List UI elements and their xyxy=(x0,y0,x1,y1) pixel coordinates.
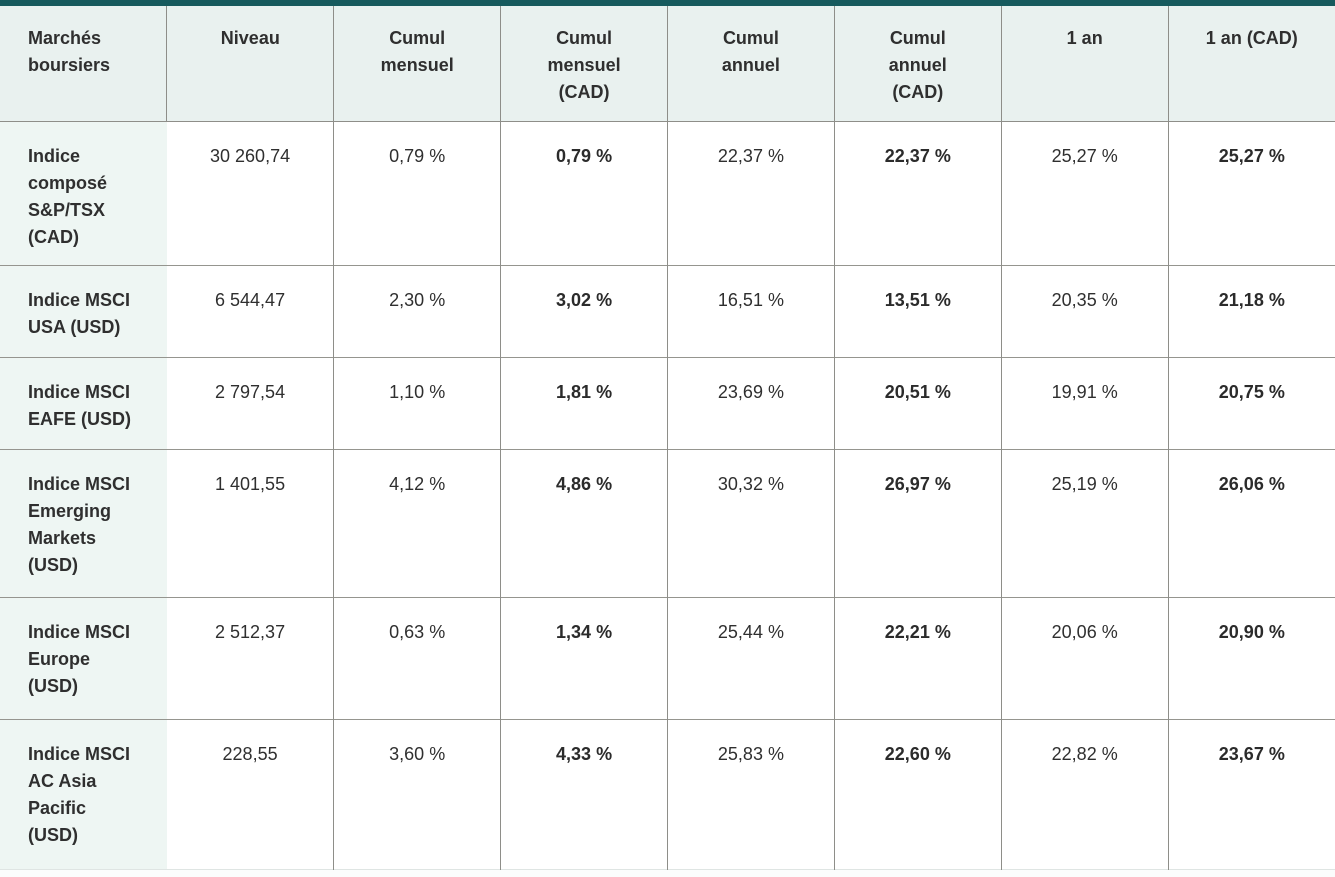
header-row: Marchés boursiers Niveau Cumul mensuel C… xyxy=(0,3,1335,122)
cell-1an: 22,82 % xyxy=(1001,718,1169,869)
row-label: Indice MSCI AC Asia Pacific (USD) xyxy=(0,718,167,869)
cell-cumul-annuel: 25,83 % xyxy=(667,718,835,869)
cell-cumul-annuel: 25,44 % xyxy=(667,596,835,719)
cell-cumul-annuel-cad: 20,51 % xyxy=(834,356,1002,449)
cell-cumul-mensuel: 1,10 % xyxy=(333,356,502,449)
cell-cumul-mensuel: 4,12 % xyxy=(333,448,502,597)
cell-1an: 20,06 % xyxy=(1001,596,1169,719)
column-header-cumul-mensuel: Cumul mensuel xyxy=(333,3,502,122)
column-header-1an: 1 an xyxy=(1001,3,1169,122)
table-row-msci-eafe: Indice MSCI EAFE (USD) 2 797,54 1,10 % 1… xyxy=(0,356,1335,449)
cell-1an: 20,35 % xyxy=(1001,264,1169,357)
cell-1an-cad: 23,67 % xyxy=(1168,718,1335,869)
cell-1an-cad: 20,75 % xyxy=(1168,356,1335,449)
column-header-cumul-mensuel-cad: Cumul mensuel (CAD) xyxy=(500,3,668,122)
cell-cumul-mensuel-cad: 4,33 % xyxy=(500,718,668,869)
cell-cumul-mensuel: 3,60 % xyxy=(333,718,502,869)
column-header-marches-boursiers: Marchés boursiers xyxy=(0,3,168,122)
cell-cumul-annuel: 16,51 % xyxy=(667,264,835,357)
cell-cumul-mensuel: 0,79 % xyxy=(333,120,502,265)
cell-niveau: 228,55 xyxy=(166,718,335,869)
cell-cumul-annuel-cad: 22,21 % xyxy=(834,596,1002,719)
column-header-cumul-annuel: Cumul annuel xyxy=(667,3,835,122)
row-label: Indice MSCI Europe (USD) xyxy=(0,596,167,719)
cell-cumul-annuel: 22,37 % xyxy=(667,120,835,265)
cell-niveau: 30 260,74 xyxy=(166,120,335,265)
row-label: Indice MSCI USA (USD) xyxy=(0,264,167,357)
cell-cumul-mensuel-cad: 4,86 % xyxy=(500,448,668,597)
cell-1an-cad: 20,90 % xyxy=(1168,596,1335,719)
column-header-1an-cad: 1 an (CAD) xyxy=(1168,3,1335,122)
table-row-sptsx: Indice composé S&P/TSX (CAD) 30 260,74 0… xyxy=(0,120,1335,265)
table-row-msci-emerging: Indice MSCI Emerging Markets (USD) 1 401… xyxy=(0,448,1335,597)
table-row-msci-usa: Indice MSCI USA (USD) 6 544,47 2,30 % 3,… xyxy=(0,264,1335,357)
row-label: Indice MSCI EAFE (USD) xyxy=(0,356,167,449)
cell-cumul-mensuel: 2,30 % xyxy=(333,264,502,357)
cell-1an: 25,27 % xyxy=(1001,120,1169,265)
cell-cumul-annuel-cad: 22,60 % xyxy=(834,718,1002,869)
cell-cumul-mensuel-cad: 3,02 % xyxy=(500,264,668,357)
cell-cumul-mensuel-cad: 1,34 % xyxy=(500,596,668,719)
cell-niveau: 6 544,47 xyxy=(166,264,335,357)
column-header-niveau: Niveau xyxy=(166,3,335,122)
cell-niveau: 2 512,37 xyxy=(166,596,335,719)
table-row-msci-asia-pacific: Indice MSCI AC Asia Pacific (USD) 228,55… xyxy=(0,718,1335,869)
cell-cumul-annuel: 30,32 % xyxy=(667,448,835,597)
cell-1an: 19,91 % xyxy=(1001,356,1169,449)
cell-cumul-annuel-cad: 22,37 % xyxy=(834,120,1002,265)
cell-1an-cad: 26,06 % xyxy=(1168,448,1335,597)
cell-1an: 25,19 % xyxy=(1001,448,1169,597)
cell-cumul-annuel-cad: 13,51 % xyxy=(834,264,1002,357)
cell-1an-cad: 25,27 % xyxy=(1168,120,1335,265)
cell-cumul-mensuel-cad: 0,79 % xyxy=(500,120,668,265)
cell-cumul-annuel-cad: 26,97 % xyxy=(834,448,1002,597)
cell-cumul-annuel: 23,69 % xyxy=(667,356,835,449)
cell-niveau: 1 401,55 xyxy=(166,448,335,597)
table-row-msci-europe: Indice MSCI Europe (USD) 2 512,37 0,63 %… xyxy=(0,596,1335,719)
cell-niveau: 2 797,54 xyxy=(166,356,335,449)
row-label: Indice composé S&P/TSX (CAD) xyxy=(0,120,167,265)
cell-cumul-mensuel: 0,63 % xyxy=(333,596,502,719)
cell-cumul-mensuel-cad: 1,81 % xyxy=(500,356,668,449)
cell-1an-cad: 21,18 % xyxy=(1168,264,1335,357)
row-label: Indice MSCI Emerging Markets (USD) xyxy=(0,448,167,597)
column-header-cumul-annuel-cad: Cumul annuel (CAD) xyxy=(834,3,1002,122)
